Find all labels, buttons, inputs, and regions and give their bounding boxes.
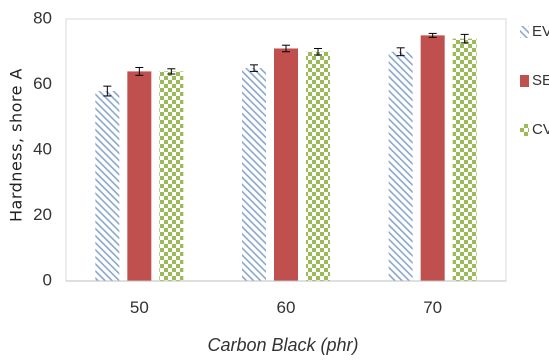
bar-sev-50 xyxy=(127,71,152,282)
legend: EV SEV CV xyxy=(520,23,549,138)
y-tick-label: 20 xyxy=(33,205,52,224)
legend-swatch-ev xyxy=(520,26,529,38)
legend-swatch-cv xyxy=(520,124,529,136)
bars xyxy=(95,35,477,282)
y-tick-label: 40 xyxy=(33,139,52,158)
legend-label-sev: SEV xyxy=(532,72,549,89)
legend-label-cv: CV xyxy=(532,121,549,138)
x-tick-label: 70 xyxy=(423,298,442,317)
x-tick-label: 50 xyxy=(130,298,149,317)
bar-cv-60 xyxy=(306,51,330,281)
y-tick-label: 60 xyxy=(33,74,52,93)
y-tick-label: 80 xyxy=(33,8,52,27)
bar-ev-70 xyxy=(388,51,413,281)
x-tick-label: 60 xyxy=(277,298,296,317)
bar-cv-70 xyxy=(452,38,477,282)
bar-ev-60 xyxy=(242,68,266,281)
y-axis-label: Hardness, shore A xyxy=(7,68,26,222)
bar-sev-70 xyxy=(420,35,445,281)
y-axis-ticks: 0 20 40 60 80 xyxy=(33,8,52,289)
bar-cv-50 xyxy=(159,71,184,282)
bar-ev-50 xyxy=(95,91,120,281)
x-axis-label: Carbon Black (phr) xyxy=(207,335,358,355)
bar-sev-60 xyxy=(274,48,298,281)
x-axis-ticks: 50 60 70 xyxy=(130,298,442,317)
error-bars xyxy=(103,32,469,97)
legend-label-ev: EV xyxy=(532,23,549,40)
legend-swatch-sev xyxy=(520,75,529,87)
y-tick-label: 0 xyxy=(43,270,52,289)
